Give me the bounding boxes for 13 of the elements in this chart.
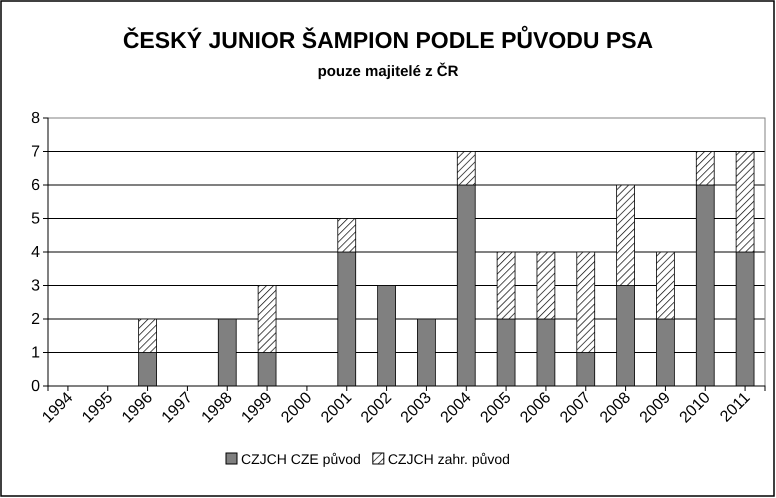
y-tick-label: 1 [31, 344, 40, 362]
chart-title: ČESKÝ JUNIOR ŠAMPION PODLE PŮVODU PSA [122, 25, 654, 53]
legend-label: CZJCH zahr. původ [388, 451, 510, 467]
y-tick-label: 0 [31, 378, 40, 396]
y-tick-label: 8 [31, 110, 40, 128]
y-tick-label: 6 [31, 177, 40, 194]
y-tick-label: 2 [31, 311, 40, 328]
y-tick-label: 7 [31, 144, 40, 161]
y-tick-label: 4 [31, 244, 40, 262]
legend-label: CZJCH CZE původ [241, 451, 361, 467]
y-tick-label: 3 [31, 278, 40, 295]
y-tick-label: 5 [31, 210, 40, 228]
chart-subtitle: pouze majitelé z ČR [318, 62, 459, 80]
